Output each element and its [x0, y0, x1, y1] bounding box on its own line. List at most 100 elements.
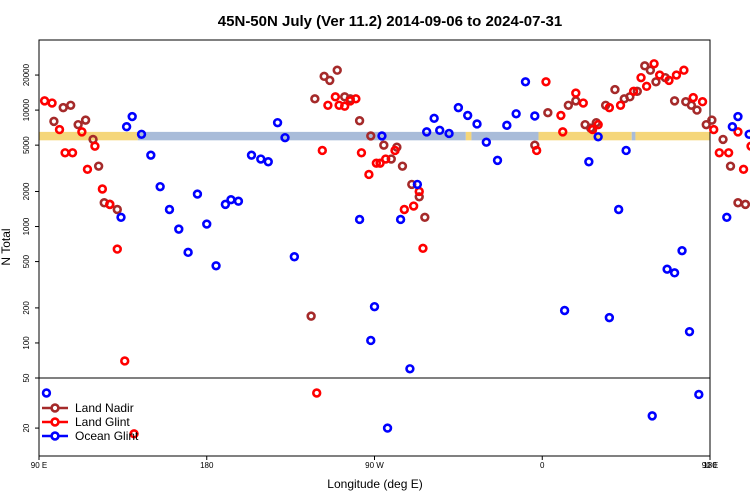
data-point [640, 61, 650, 71]
data-point [211, 261, 221, 271]
data-point [339, 101, 350, 111]
data-point [723, 148, 734, 158]
data-point [364, 169, 374, 180]
data-point [60, 148, 70, 158]
points-layer [39, 59, 750, 439]
data-point [453, 102, 464, 113]
data-point [351, 94, 361, 104]
y-tick-label: 1000 [22, 217, 31, 235]
data-point [280, 132, 290, 143]
data-point [323, 100, 333, 110]
data-point [256, 154, 266, 164]
data-point [472, 119, 482, 129]
series-land-nadir [49, 61, 750, 321]
data-point [412, 179, 423, 190]
data-point [377, 131, 387, 141]
data-point [289, 252, 300, 262]
data-point [740, 199, 750, 210]
data-point [647, 411, 657, 421]
data-point [146, 150, 156, 160]
data-point [325, 75, 335, 86]
data-point [112, 244, 122, 254]
x-axis-label: Longitude (deg E) [327, 477, 422, 491]
data-point [121, 122, 132, 132]
x-tick-label: 90 E [31, 461, 47, 470]
data-point [317, 145, 328, 156]
data-point [578, 98, 588, 108]
data-point [420, 212, 430, 223]
data-point [502, 120, 512, 131]
data-point [354, 214, 365, 225]
data-point [375, 158, 385, 168]
data-point [330, 92, 341, 102]
data-point [541, 77, 551, 87]
y-tick-label: 500 [22, 254, 31, 268]
data-point [129, 429, 139, 439]
data-point [116, 212, 126, 223]
chart-title: 45N-50N July (Ver 11.2) 2014-09-06 to 20… [218, 13, 562, 30]
data-point [356, 148, 367, 158]
x-tick-label: 90 W [365, 461, 384, 470]
data-point [679, 65, 689, 75]
data-point [722, 212, 732, 223]
y-tick-label: 5000 [22, 136, 31, 154]
band-segment-land [635, 131, 710, 141]
data-point [379, 140, 389, 150]
data-point [651, 77, 661, 87]
data-point [604, 312, 615, 323]
data-point [67, 148, 78, 158]
data-point [744, 129, 750, 139]
data-point [684, 326, 695, 337]
data-point [414, 192, 424, 202]
data-point [628, 86, 639, 97]
data-point [694, 389, 704, 400]
data-point [669, 96, 680, 106]
data-point [371, 158, 382, 168]
background-band [39, 131, 710, 141]
data-point [654, 70, 665, 80]
data-point [421, 127, 432, 137]
data-point [733, 198, 743, 208]
data-point [233, 196, 244, 206]
band-segment-land [465, 131, 472, 141]
data-point [641, 81, 652, 92]
data-point [97, 184, 108, 194]
data-point [369, 301, 380, 312]
data-point [49, 116, 59, 127]
data-point [120, 356, 130, 366]
data-point [435, 125, 445, 136]
data-point [697, 97, 708, 107]
data-point [220, 199, 231, 210]
y-tick-label: 50 [22, 373, 31, 382]
band-segment-ocean [631, 131, 636, 141]
legend-marker [50, 431, 60, 441]
data-point [54, 124, 65, 135]
data-point [312, 388, 322, 398]
y-tick-label: 2000 [22, 182, 31, 200]
data-point [82, 164, 93, 175]
series-land-glint [39, 59, 750, 439]
data-point [671, 70, 682, 80]
data-point [354, 116, 365, 126]
y-tick-label: 20000 [22, 63, 31, 86]
data-point [738, 164, 749, 175]
data-point [593, 119, 603, 130]
data-point [707, 115, 717, 125]
data-point [47, 98, 57, 108]
plot-frame-lower [38, 377, 711, 457]
data-point [511, 109, 521, 119]
data-point [725, 161, 736, 171]
data-point [306, 311, 316, 321]
data-point [192, 189, 203, 199]
series-ocean-glint [41, 77, 750, 433]
legend-marker [50, 417, 60, 427]
data-point [664, 75, 674, 86]
data-point [418, 243, 428, 254]
data-point [41, 388, 52, 398]
data-point [571, 88, 581, 98]
data-point [310, 94, 320, 104]
data-point [604, 102, 615, 113]
data-point [226, 194, 236, 205]
data-point [632, 86, 643, 97]
